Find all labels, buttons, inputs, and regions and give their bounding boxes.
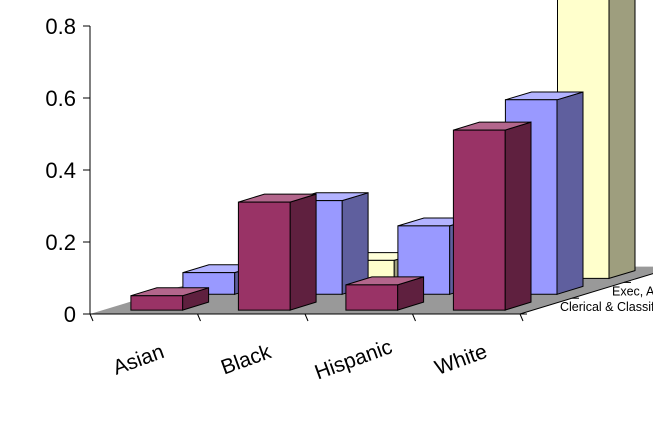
x-tick-mark: [89, 313, 94, 322]
bar-clerical-classified-white: [452, 121, 532, 311]
bar-clerical-classified-asian: [130, 287, 210, 311]
bar-clerical-classified-black: [237, 193, 317, 311]
x-tick-mark: [519, 313, 524, 322]
y-tick-label: 0.8: [45, 14, 76, 39]
y-tick-label: 0.2: [45, 230, 76, 255]
bar-front-face: [130, 295, 184, 311]
bar-side-face: [289, 193, 317, 311]
bar-clerical-classified-hispanic: [345, 276, 425, 311]
category-label-hispanic: Hispanic: [312, 335, 396, 384]
x-tick-mark: [197, 313, 201, 322]
x-tick-mark: [304, 313, 309, 322]
y-tick-label: 0.4: [45, 158, 76, 183]
depth-axis-line: [519, 273, 653, 315]
axes-group: [83, 25, 653, 322]
y-tick-label: 0: [64, 302, 76, 327]
bar-front-face: [237, 201, 291, 311]
series-label-exec-admin-tech: Exec, Admin, Tech: [612, 284, 653, 298]
bar-side-face: [556, 91, 584, 295]
series-label-clerical-classified: Clerical & Classified: [560, 300, 653, 314]
y-tick-label: 0.6: [45, 86, 76, 111]
bar-front-face: [452, 129, 506, 311]
x-tick-mark: [412, 313, 416, 322]
bar-front-face: [345, 284, 399, 311]
category-label-asian: Asian: [110, 340, 167, 380]
bar-side-face: [608, 0, 636, 280]
bar-side-face: [504, 121, 532, 311]
bars-group: [130, 0, 636, 311]
category-label-white: White: [432, 340, 490, 380]
category-label-black: Black: [218, 340, 275, 379]
